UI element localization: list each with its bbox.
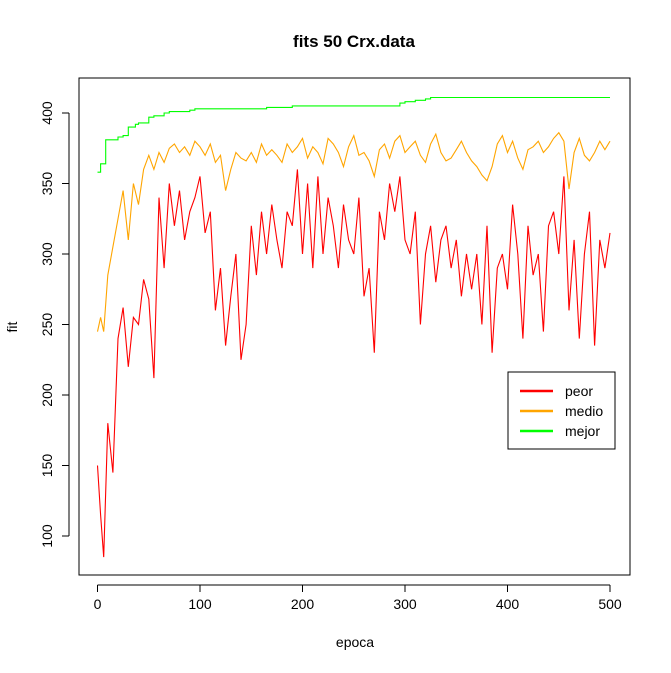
y-tick-label: 150 <box>39 454 55 478</box>
x-tick-label: 400 <box>496 596 520 612</box>
x-tick-label: 300 <box>393 596 417 612</box>
legend-items: peor medio mejor <box>520 383 603 439</box>
y-tick-label: 300 <box>39 242 55 266</box>
series-layer <box>96 96 611 558</box>
legend-label-peor: peor <box>565 383 593 399</box>
x-tick-label: 500 <box>598 596 622 612</box>
x-tick-label: 0 <box>94 596 102 612</box>
series-line-medio <box>96 131 611 332</box>
y-tick-label: 250 <box>39 313 55 337</box>
legend-label-mejor: mejor <box>565 423 600 439</box>
y-tick-label: 350 <box>39 172 55 196</box>
y-axis: 100 150 200 250 300 350 400 <box>39 101 70 548</box>
plot-box <box>78 77 631 576</box>
y-tick-label: 100 <box>39 524 55 548</box>
y-tick-label: 200 <box>39 383 55 407</box>
chart-title: fits 50 Crx.data <box>293 32 415 51</box>
x-tick-label: 100 <box>188 596 212 612</box>
series-line-mejor <box>97 96 610 173</box>
x-axis-label: epoca <box>336 634 374 650</box>
y-tick-label: 400 <box>39 101 55 125</box>
x-axis: 0 100 200 300 400 500 <box>94 584 622 612</box>
y-axis-label: fit <box>4 321 20 332</box>
legend: peor medio mejor <box>507 371 616 450</box>
legend-label-medio: medio <box>565 403 603 419</box>
series-line-peor <box>96 169 611 558</box>
x-tick-label: 200 <box>291 596 315 612</box>
